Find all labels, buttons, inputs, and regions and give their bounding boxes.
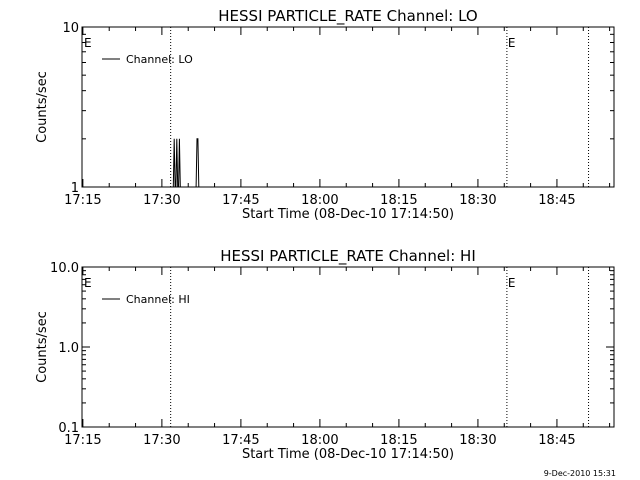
panel2-x-tick-label: 18:30 xyxy=(459,433,496,448)
panel1-plot-frame xyxy=(81,26,615,188)
panel2-x-tick-label: 18:15 xyxy=(380,433,417,448)
panel2-plot-frame xyxy=(81,266,615,428)
panel2-y-axis-label: Counts/sec xyxy=(35,311,50,383)
panel2-chart-title: HESSI PARTICLE_RATE Channel: HI xyxy=(220,247,476,266)
panel2-y-tick-label: 10.0 xyxy=(50,261,79,276)
panel2-legend-label: Channel: HI xyxy=(126,293,190,306)
panel1-y-tick-label: 1 xyxy=(71,181,79,196)
panel1-x-axis-label: Start Time (08-Dec-10 17:14:50) xyxy=(242,207,454,222)
panel2-x-tick-label: 17:45 xyxy=(222,433,259,448)
panel2-event-marker-label: E xyxy=(508,276,516,290)
panel1-left-edge-marker-label: E xyxy=(84,36,92,50)
panel1-y-axis-label: Counts/sec xyxy=(35,71,50,143)
panel2-y-tick-label: 0.1 xyxy=(58,421,79,436)
panel1-x-tick-label: 18:00 xyxy=(301,193,338,208)
panel1-x-tick-label: 18:15 xyxy=(380,193,417,208)
panel1-legend-label: Channel: LO xyxy=(126,53,193,66)
panel1-chart-title: HESSI PARTICLE_RATE Channel: LO xyxy=(218,7,477,26)
panel2-x-axis-label: Start Time (08-Dec-10 17:14:50) xyxy=(242,447,454,462)
panel2-left-edge-marker-label: E xyxy=(84,276,92,290)
panel1-x-tick-label: 18:45 xyxy=(538,193,575,208)
panel2-x-tick-label: 18:00 xyxy=(301,433,338,448)
panel2-y-tick-label: 1.0 xyxy=(58,341,79,356)
panel2-x-tick-label: 18:45 xyxy=(538,433,575,448)
panel1-x-tick-label: 17:45 xyxy=(222,193,259,208)
panel2-x-tick-label: 17:15 xyxy=(64,433,101,448)
panel2-x-tick-label: 17:30 xyxy=(143,433,180,448)
generation-timestamp: 9-Dec-2010 15:31 xyxy=(543,469,616,478)
panel1-x-tick-label: 17:30 xyxy=(143,193,180,208)
panel1-y-tick-label: 10 xyxy=(62,21,79,36)
panel1-x-tick-label: 17:15 xyxy=(64,193,101,208)
panel1-series-line xyxy=(172,138,200,188)
panel1-event-marker-label: E xyxy=(508,36,516,50)
panel1-x-tick-label: 18:30 xyxy=(459,193,496,208)
